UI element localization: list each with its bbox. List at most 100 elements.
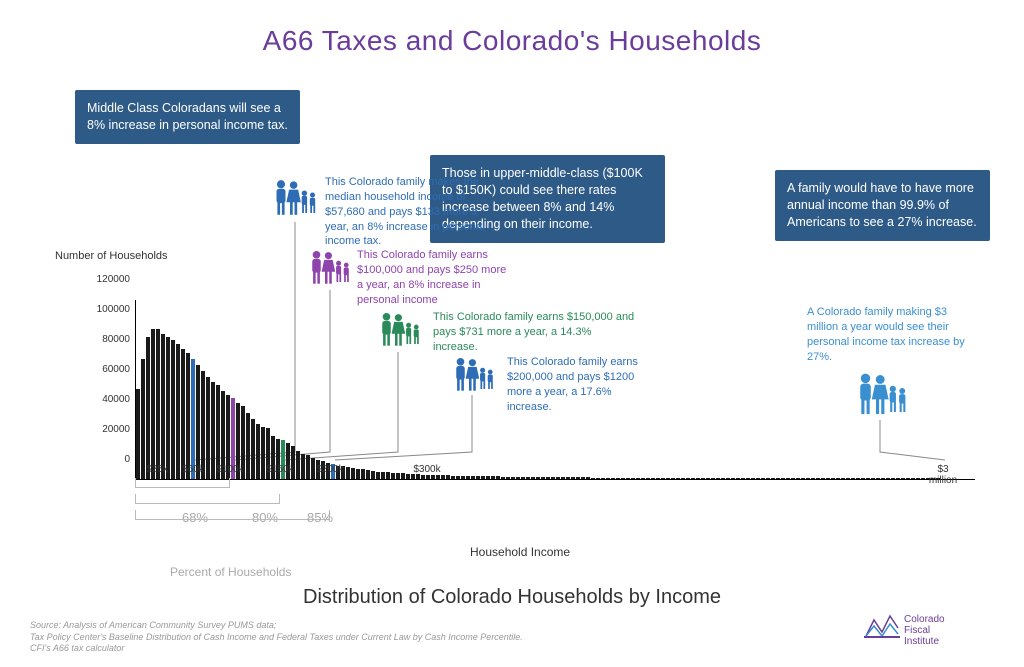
bar [816, 478, 820, 479]
bar [741, 478, 745, 479]
bar [166, 337, 170, 480]
bar [851, 478, 855, 479]
bar [556, 477, 560, 479]
bar [596, 478, 600, 480]
svg-text:Fiscal: Fiscal [904, 625, 930, 636]
bar [551, 477, 555, 479]
bar [146, 337, 150, 480]
bar [766, 478, 770, 479]
logo: Colorado Fiscal Institute [864, 610, 994, 649]
bar [906, 478, 910, 479]
bar [606, 478, 610, 480]
bar [876, 478, 880, 479]
bar [526, 477, 530, 479]
bar [581, 477, 585, 479]
bracket [135, 478, 230, 488]
bar [546, 477, 550, 479]
bar [176, 344, 180, 479]
bar [561, 477, 565, 479]
bar [156, 329, 160, 479]
bracket [135, 494, 280, 504]
svg-text:Colorado: Colorado [904, 614, 945, 625]
bar [751, 478, 755, 479]
bar [756, 478, 760, 479]
bar [846, 478, 850, 479]
bar [611, 478, 615, 480]
bar [541, 477, 545, 479]
bar [901, 478, 905, 479]
bar [201, 371, 205, 479]
bar [691, 478, 695, 479]
bar [511, 477, 515, 479]
bar [721, 478, 725, 479]
bar [861, 478, 865, 479]
bar [396, 473, 400, 479]
bracket-label: 85% [300, 510, 340, 525]
bar [761, 478, 765, 479]
bar [486, 476, 490, 479]
bar [866, 478, 870, 479]
bar [746, 478, 750, 479]
bar [366, 470, 370, 479]
bar [301, 454, 305, 480]
bar [171, 340, 175, 480]
bar [151, 329, 155, 479]
x-axis-title: Household Income [470, 545, 570, 559]
bar [441, 475, 445, 479]
bar [471, 476, 475, 479]
bar [661, 478, 665, 479]
bar [536, 477, 540, 479]
bar [916, 478, 920, 479]
x-tick: $300k [407, 464, 447, 475]
bar [381, 472, 385, 479]
bar [586, 477, 590, 479]
y-tick: 100000 [85, 304, 130, 315]
x-tick: $150k [260, 464, 300, 475]
bar [726, 478, 730, 479]
bar [711, 478, 715, 479]
bar [736, 478, 740, 479]
bar [636, 478, 640, 479]
bar [811, 478, 815, 479]
y-tick: 40000 [85, 394, 130, 405]
bar [506, 477, 510, 479]
bar [491, 476, 495, 479]
bar [436, 475, 440, 479]
bar [701, 478, 705, 479]
bar [621, 478, 625, 480]
bar [626, 478, 630, 480]
page-title: A66 Taxes and Colorado's Households [0, 25, 1024, 57]
bar [196, 365, 200, 479]
bar [821, 478, 825, 479]
y-tick: 0 [85, 454, 130, 465]
bar [496, 476, 500, 479]
bar [666, 478, 670, 479]
bar [706, 478, 710, 479]
bar [356, 469, 360, 480]
y-tick: 80000 [85, 334, 130, 345]
source-text: Source: Analysis of American Community S… [30, 620, 523, 655]
bar [401, 473, 405, 479]
family-icon [272, 177, 317, 227]
bar [431, 475, 435, 479]
bar [601, 478, 605, 480]
bar [801, 478, 805, 479]
y-tick: 120000 [85, 274, 130, 285]
bar [871, 478, 875, 479]
bar [681, 478, 685, 479]
bar [911, 478, 915, 479]
callout-box: A family would have to have more annual … [775, 170, 990, 241]
percent-caption: Percent of Households [170, 565, 291, 579]
bar [191, 359, 195, 479]
bar [351, 468, 355, 479]
household-chart: 020000400006000080000100000120000 $25k$6… [85, 280, 975, 500]
callout-box: Middle Class Coloradans will see a 8% in… [75, 90, 300, 144]
bar [576, 477, 580, 479]
x-tick: $100k [210, 464, 250, 475]
bar [516, 477, 520, 479]
bar [376, 472, 380, 480]
bar [616, 478, 620, 480]
bar [421, 475, 425, 480]
bar [676, 478, 680, 479]
bar [391, 473, 395, 479]
